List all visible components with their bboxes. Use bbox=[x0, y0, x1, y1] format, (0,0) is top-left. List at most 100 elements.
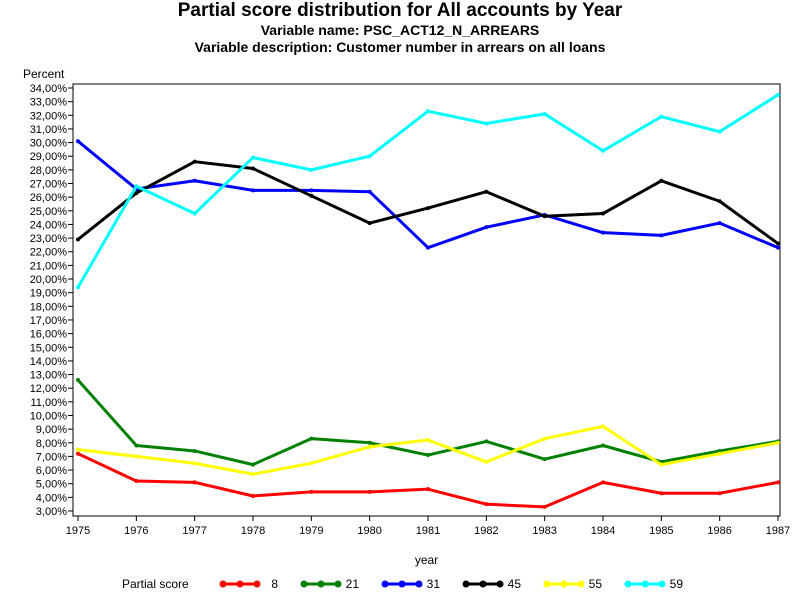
x-tick-label: 1984 bbox=[591, 525, 615, 537]
data-point bbox=[251, 155, 255, 160]
data-point bbox=[659, 178, 664, 183]
data-point bbox=[484, 121, 489, 126]
series-line-45 bbox=[77, 160, 779, 245]
series-31 bbox=[76, 139, 780, 250]
y-tick-label: 17,00% bbox=[30, 315, 68, 327]
y-tick-label: 24,00% bbox=[30, 219, 68, 231]
data-point bbox=[367, 440, 372, 445]
data-point bbox=[717, 199, 722, 204]
data-point bbox=[484, 225, 489, 230]
data-point bbox=[367, 154, 372, 159]
series-45 bbox=[76, 159, 780, 246]
plot-frame bbox=[72, 83, 781, 517]
x-tick-label: 1978 bbox=[241, 525, 265, 537]
series-21 bbox=[76, 378, 780, 467]
legend-item-45: 45 bbox=[462, 577, 522, 591]
y-tick-label: 15,00% bbox=[30, 342, 68, 354]
legend-label: 21 bbox=[346, 577, 360, 591]
data-point bbox=[309, 193, 314, 198]
legend-marker bbox=[300, 580, 308, 588]
y-tick-label: 25,00% bbox=[30, 206, 68, 218]
data-point bbox=[484, 502, 489, 507]
data-point bbox=[192, 211, 197, 216]
legend-label: 55 bbox=[589, 577, 603, 591]
y-tick-label: 31,00% bbox=[30, 124, 68, 136]
data-point bbox=[776, 440, 780, 445]
legend-marker bbox=[641, 580, 649, 588]
data-point bbox=[76, 139, 80, 144]
data-point bbox=[426, 438, 430, 443]
data-point bbox=[601, 443, 605, 448]
data-point bbox=[367, 444, 372, 449]
series-line-59 bbox=[76, 93, 779, 288]
data-point bbox=[134, 454, 139, 459]
data-point bbox=[367, 189, 372, 194]
data-point bbox=[367, 221, 372, 226]
data-point bbox=[309, 188, 314, 193]
data-point bbox=[251, 493, 255, 498]
data-point bbox=[367, 489, 372, 494]
data-point bbox=[717, 451, 722, 456]
y-tick-label: 9,00% bbox=[36, 424, 67, 436]
data-point bbox=[542, 457, 547, 462]
data-point bbox=[192, 178, 197, 183]
data-point bbox=[717, 491, 722, 496]
data-point bbox=[309, 436, 314, 441]
data-point bbox=[134, 443, 139, 448]
legend-marker bbox=[219, 580, 227, 588]
y-tick-label: 20,00% bbox=[30, 274, 68, 286]
y-tick-label: 7,00% bbox=[36, 451, 67, 463]
data-point bbox=[542, 436, 547, 441]
series-55 bbox=[76, 424, 780, 477]
data-point bbox=[601, 211, 605, 216]
data-point bbox=[776, 92, 780, 97]
y-axis-label: Percent bbox=[23, 67, 65, 81]
x-tick-label: 1981 bbox=[416, 525, 440, 537]
legend-marker bbox=[253, 580, 261, 588]
data-point bbox=[601, 424, 605, 429]
legend-marker bbox=[543, 580, 551, 588]
data-point bbox=[426, 206, 430, 211]
x-tick-label: 1976 bbox=[124, 525, 148, 537]
data-point bbox=[192, 448, 197, 453]
data-point bbox=[309, 461, 314, 466]
data-point bbox=[601, 230, 605, 235]
legend-marker bbox=[577, 580, 585, 588]
y-tick-label: 11,00% bbox=[31, 397, 68, 409]
legend-item-59: 59 bbox=[624, 577, 683, 591]
y-tick-label: 16,00% bbox=[30, 329, 68, 341]
y-tick-label: 12,00% bbox=[30, 383, 68, 395]
chart-titles: Partial score distribution for All accou… bbox=[0, 0, 800, 56]
y-tick-label: 4,00% bbox=[36, 492, 67, 504]
y-tick-label: 3,00% bbox=[36, 506, 67, 518]
legend-marker bbox=[658, 580, 666, 588]
y-tick-label: 28,00% bbox=[30, 165, 68, 177]
y-tick-label: 23,00% bbox=[30, 233, 68, 245]
data-point bbox=[309, 167, 314, 172]
y-tick-label: 33,00% bbox=[30, 97, 68, 109]
series-line-21 bbox=[76, 379, 779, 467]
data-point bbox=[776, 241, 780, 246]
data-point bbox=[659, 491, 664, 496]
legend-item-55: 55 bbox=[543, 577, 603, 591]
x-tick-label: 1987 bbox=[766, 525, 790, 537]
legend-item-8: 8 bbox=[219, 577, 278, 591]
legend-marker bbox=[334, 580, 342, 588]
y-tick-label: 19,00% bbox=[30, 288, 68, 300]
legend-marker bbox=[479, 580, 487, 588]
data-point bbox=[76, 237, 80, 242]
data-point bbox=[601, 148, 605, 153]
legend-label: 45 bbox=[508, 577, 522, 591]
data-point bbox=[251, 462, 255, 467]
data-point bbox=[192, 461, 197, 466]
data-point bbox=[659, 233, 664, 238]
y-tick-label: 14,00% bbox=[30, 356, 68, 368]
data-point bbox=[76, 447, 80, 452]
data-point bbox=[601, 480, 605, 485]
data-point bbox=[484, 459, 489, 464]
y-tick-label: 34,00% bbox=[30, 83, 68, 95]
y-tick-label: 6,00% bbox=[36, 465, 67, 477]
legend-label: 31 bbox=[427, 577, 441, 591]
x-tick-label: 1975 bbox=[66, 525, 90, 537]
legend-marker bbox=[462, 580, 470, 588]
